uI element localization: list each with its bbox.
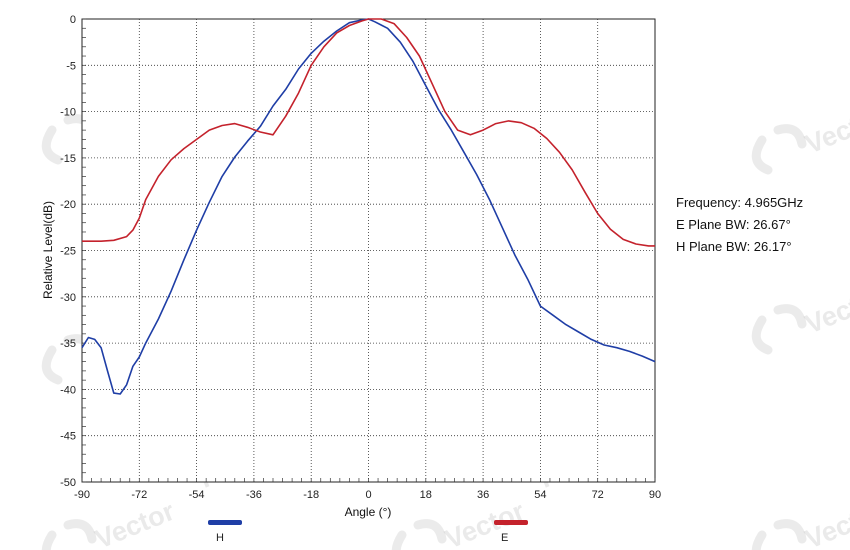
x-tick-label: 0 [365, 489, 371, 501]
y-tick-label: -40 [60, 384, 76, 396]
x-tick-label: 72 [592, 489, 604, 501]
legend: H E [208, 520, 528, 544]
x-tick-label: 90 [649, 489, 661, 501]
x-tick-labels: -90 -72 -54 -36 -18 0 18 36 54 72 90 [74, 489, 661, 501]
h-plane-bw-text: H Plane BW: 26.17° [676, 239, 792, 254]
y-tick-label: -35 [60, 338, 76, 350]
watermark-logo-icon [751, 519, 807, 550]
watermark-text: Vector [801, 281, 850, 340]
x-tick-label: 18 [420, 489, 432, 501]
watermark-text: Vector [801, 496, 850, 550]
watermark-text: Vector [91, 496, 179, 550]
y-tick-label: -50 [60, 477, 76, 489]
watermark-logo-icon [41, 519, 97, 550]
y-tick-labels: 0 -5 -10 -15 -20 -25 -30 -35 -40 -45 -50 [60, 14, 76, 489]
grid [82, 19, 655, 482]
minor-ticks [81, 18, 656, 483]
watermark-logo-icon [751, 124, 807, 175]
x-axis-label: Angle (°) [345, 505, 392, 519]
y-tick-label: -5 [66, 60, 76, 72]
frequency-text: Frequency: 4.965GHz [676, 195, 804, 210]
watermark-logo-icon [391, 519, 447, 550]
x-tick-label: -72 [131, 489, 147, 501]
series-line-e [82, 18, 655, 247]
y-tick-label: -30 [60, 292, 76, 304]
y-tick-label: -20 [60, 199, 76, 211]
x-tick-label: -36 [246, 489, 262, 501]
y-tick-label: 0 [70, 14, 76, 26]
legend-swatch-h [208, 520, 242, 525]
y-tick-label: -45 [60, 431, 76, 443]
e-plane-bw-text: E Plane BW: 26.67° [676, 217, 791, 232]
y-tick-label: -25 [60, 246, 76, 258]
watermark-logo-icon [751, 304, 807, 355]
legend-label-e: E [501, 532, 508, 544]
watermark-text: Vector [801, 101, 850, 160]
legend-swatch-e [494, 520, 528, 525]
x-tick-label: -18 [303, 489, 319, 501]
y-tick-label: -10 [60, 107, 76, 119]
info-panel: Frequency: 4.965GHz E Plane BW: 26.67° H… [676, 192, 803, 258]
x-tick-label: -90 [74, 489, 90, 501]
series-lines [81, 18, 656, 395]
x-tick-label: 36 [477, 489, 489, 501]
x-tick-label: -54 [189, 489, 205, 501]
legend-label-h: H [216, 532, 224, 544]
y-axis-label: Relative Level(dB) [41, 201, 55, 299]
y-tick-label: -15 [60, 153, 76, 165]
series-line-h [81, 18, 656, 395]
x-tick-label: 54 [534, 489, 546, 501]
